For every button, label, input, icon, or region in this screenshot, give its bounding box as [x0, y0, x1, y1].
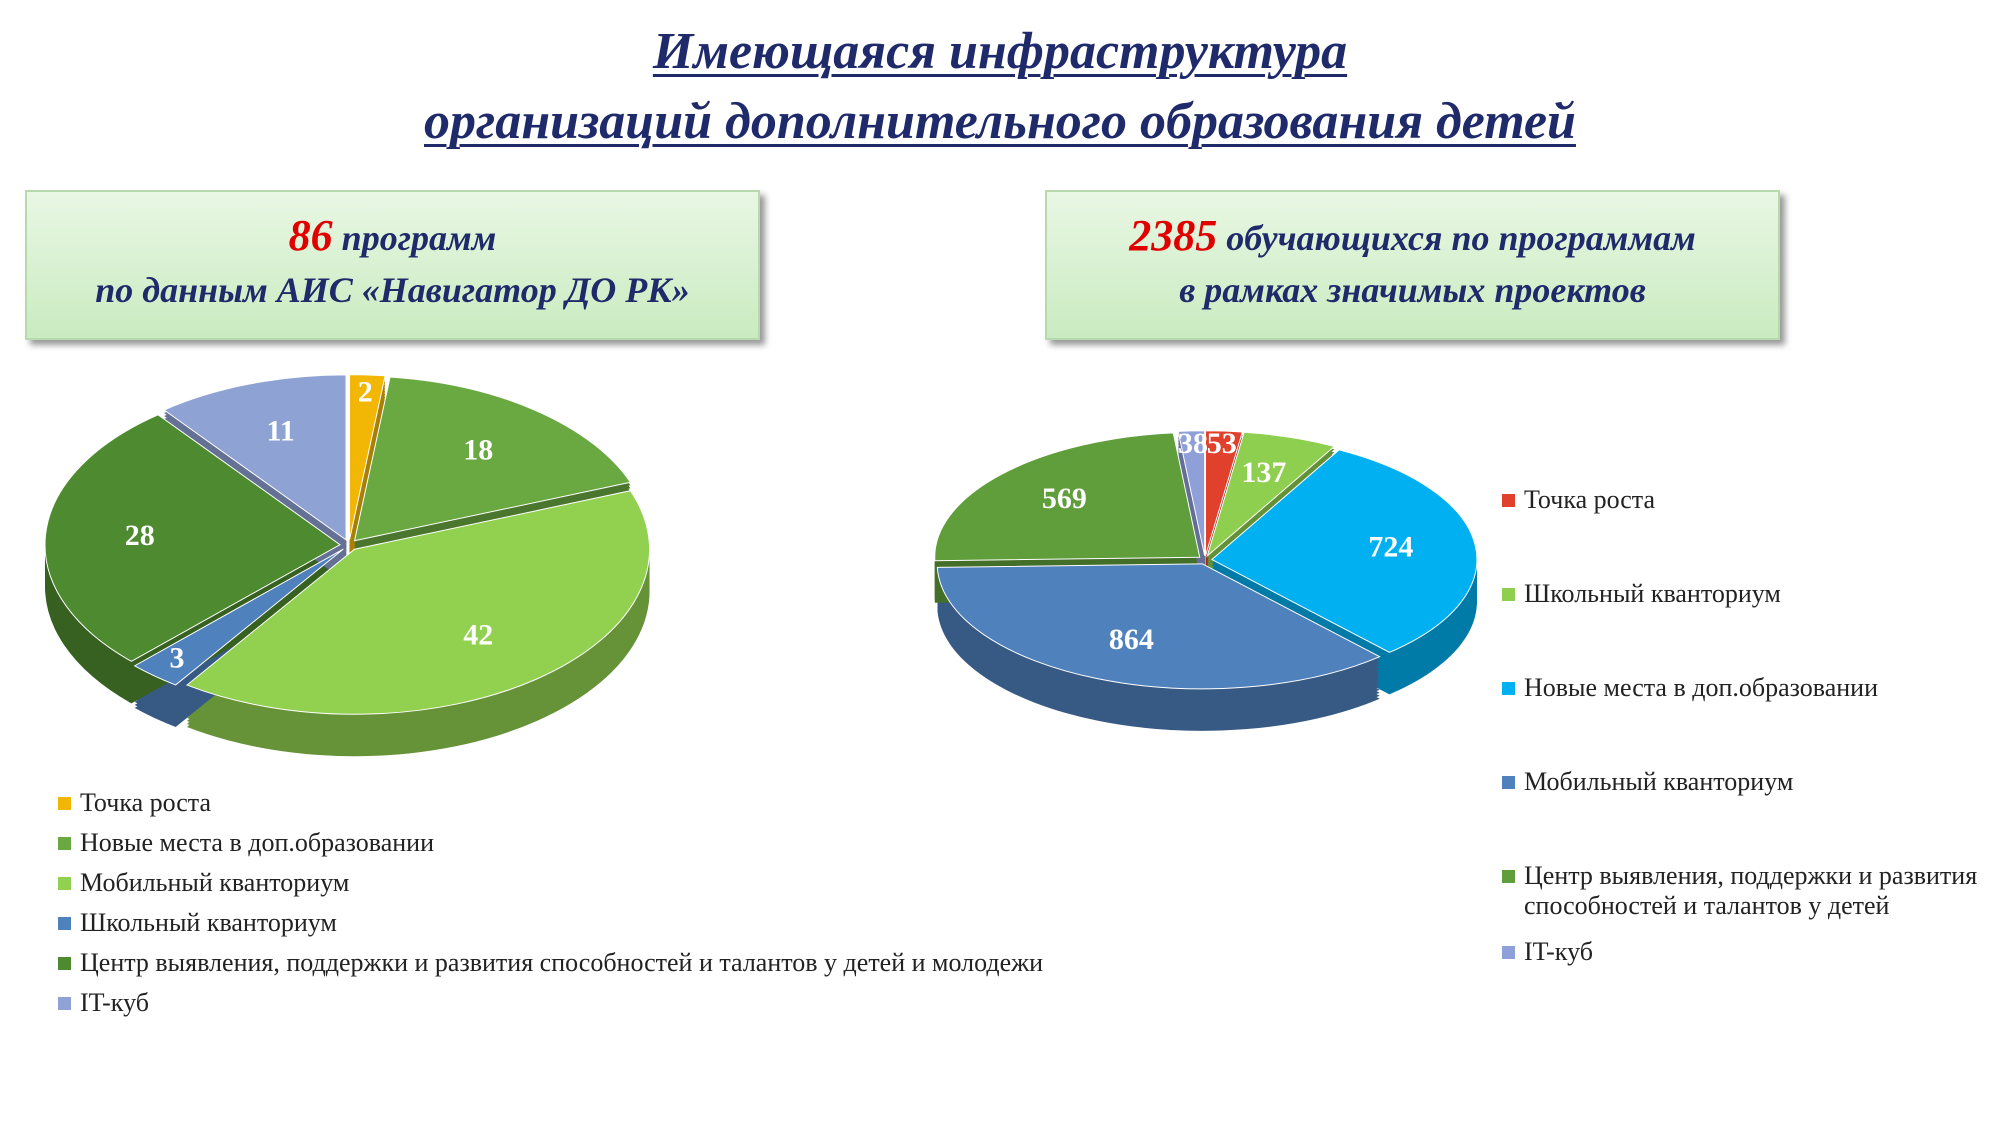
data-label: 569 — [1042, 482, 1087, 515]
data-label: 18 — [463, 433, 493, 466]
legend-swatch — [1502, 776, 1515, 789]
legend-label: Центр выявления, поддержки и развития сп… — [80, 948, 1044, 977]
info-panel: 86 программ по данным АИС «Навигатор ДО … — [25, 190, 760, 340]
wedge — [936, 563, 1381, 690]
legend-item: Школьный кванториум — [58, 908, 1258, 938]
data-label: 53 — [1207, 427, 1237, 460]
legend-label: Новые места в доп.образовании — [1524, 673, 1878, 702]
legend-swatch — [58, 997, 71, 1010]
legend-swatch — [58, 877, 71, 890]
legend-item: Центр выявления, поддержки и развития сп… — [1502, 861, 1992, 921]
panel-number: 2385 — [1129, 211, 1218, 260]
title-line: Имеющаяся инфраструктура — [652, 23, 1348, 80]
legend-swatch — [58, 797, 71, 810]
legend-swatch — [1502, 870, 1515, 883]
legend-swatch — [58, 917, 71, 930]
legend-item: Новые места в доп.образовании — [58, 828, 1258, 858]
wedge — [934, 432, 1201, 562]
legend-label: IT-куб — [80, 988, 149, 1017]
legend-item: Школьный кванториум — [1502, 579, 1992, 609]
data-label: 3 — [170, 642, 185, 675]
legend-item: Центр выявления, поддержки и развития сп… — [58, 948, 1258, 978]
legend-swatch — [58, 837, 71, 850]
legend-item: Точка роста — [58, 788, 1258, 818]
legend-label: Новые места в доп.образовании — [80, 828, 434, 857]
panel-text: программ — [341, 218, 497, 258]
panel-number: 86 — [288, 211, 333, 260]
legend-item: IT-куб — [58, 988, 1258, 1018]
wedge — [185, 490, 650, 715]
wedge — [133, 548, 344, 686]
wedge — [353, 376, 632, 542]
legend-swatch — [1502, 588, 1515, 601]
wedge — [44, 414, 341, 662]
legend: Точка роста Новые места в доп.образовании… — [58, 788, 1258, 1028]
data-label: 724 — [1368, 531, 1413, 564]
legend-label: Точка роста — [1524, 485, 1656, 514]
panel-text: обучающихся по программам — [1226, 218, 1696, 258]
legend-swatch — [1502, 946, 1515, 959]
panel-text: по данным АИС «Навигатор ДО РК» — [95, 270, 690, 310]
legend-swatch — [1502, 682, 1515, 695]
data-label: 864 — [1109, 623, 1154, 656]
wedge — [1177, 430, 1206, 556]
title-line: организаций дополнительного образования … — [424, 93, 1576, 150]
data-label: 2 — [358, 376, 373, 409]
wedge — [1211, 449, 1478, 653]
panel-text: в рамках значимых проектов — [1179, 270, 1646, 310]
wedge — [1206, 431, 1336, 558]
wedge — [349, 374, 386, 540]
legend-swatch — [1502, 494, 1515, 507]
legend-item: Новые места в доп.образовании — [1502, 673, 1992, 703]
data-label: 42 — [463, 618, 493, 651]
data-label: 137 — [1241, 456, 1286, 489]
legend: Точка роста Школьный кванториум Новые мест… — [1502, 485, 1992, 1031]
wedge — [1204, 430, 1244, 556]
legend-label: Школьный кванториум — [1524, 579, 1781, 608]
info-panel: 2385 обучающихся по программам в рамках … — [1045, 190, 1780, 340]
legend-label: IT-куб — [1524, 937, 1593, 966]
legend-label: Мобильный кванториум — [1524, 767, 1794, 796]
legend-label: Точка роста — [80, 788, 212, 817]
legend-item: IT-куб — [1502, 937, 1992, 967]
legend-item: Точка роста — [1502, 485, 1992, 515]
legend-item: Мобильный кванториум — [58, 868, 1258, 898]
data-label: 38 — [1178, 427, 1208, 460]
legend-item: Мобильный кванториум — [1502, 767, 1992, 797]
legend-label: Мобильный кванториум — [80, 868, 350, 897]
legend-label: Школьный кванториум — [80, 908, 337, 937]
wedge — [163, 374, 347, 541]
data-label: 11 — [266, 415, 294, 448]
legend-label: Центр выявления, поддержки и развития сп… — [1524, 861, 1978, 920]
data-label: 28 — [125, 519, 155, 552]
legend-swatch — [58, 957, 71, 970]
